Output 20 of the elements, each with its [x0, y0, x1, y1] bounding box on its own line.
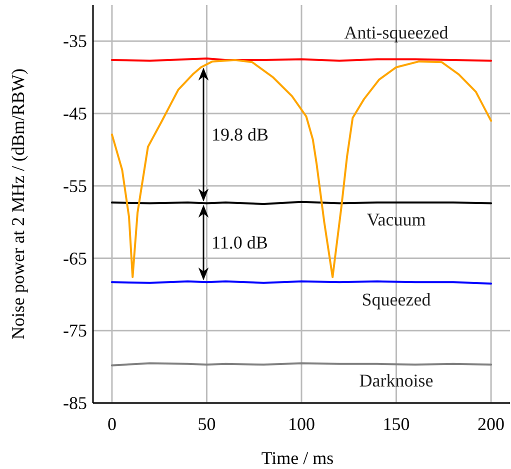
series-label: Anti-squeezed	[344, 22, 448, 43]
x-tick-label: 150	[382, 414, 410, 434]
x-tick-label: 0	[107, 414, 116, 434]
y-tick-label: -35	[63, 31, 87, 52]
y-axis-title: Noise power at 2 MHz / (dBm/RBW)	[8, 68, 28, 340]
x-axis-title: Time / ms	[261, 448, 334, 468]
x-tick-label: 100	[288, 414, 315, 434]
x-tick-label: 50	[198, 414, 216, 434]
y-tick-label: -45	[63, 104, 87, 124]
series-label: Darknoise	[359, 370, 434, 391]
y-tick-label: -55	[63, 176, 87, 196]
y-tick-label: -75	[63, 320, 87, 341]
annotation: 19.8 dB	[212, 124, 269, 145]
x-tick-label: 200	[478, 414, 505, 434]
series-label: Squeezed	[362, 290, 431, 310]
y-tick-label: -85	[63, 393, 87, 413]
series-label: Vacuum	[366, 209, 426, 230]
y-tick-label: -65	[63, 248, 87, 268]
line-series	[110, 58, 492, 278]
annotation: 11.0 dB	[212, 232, 268, 253]
